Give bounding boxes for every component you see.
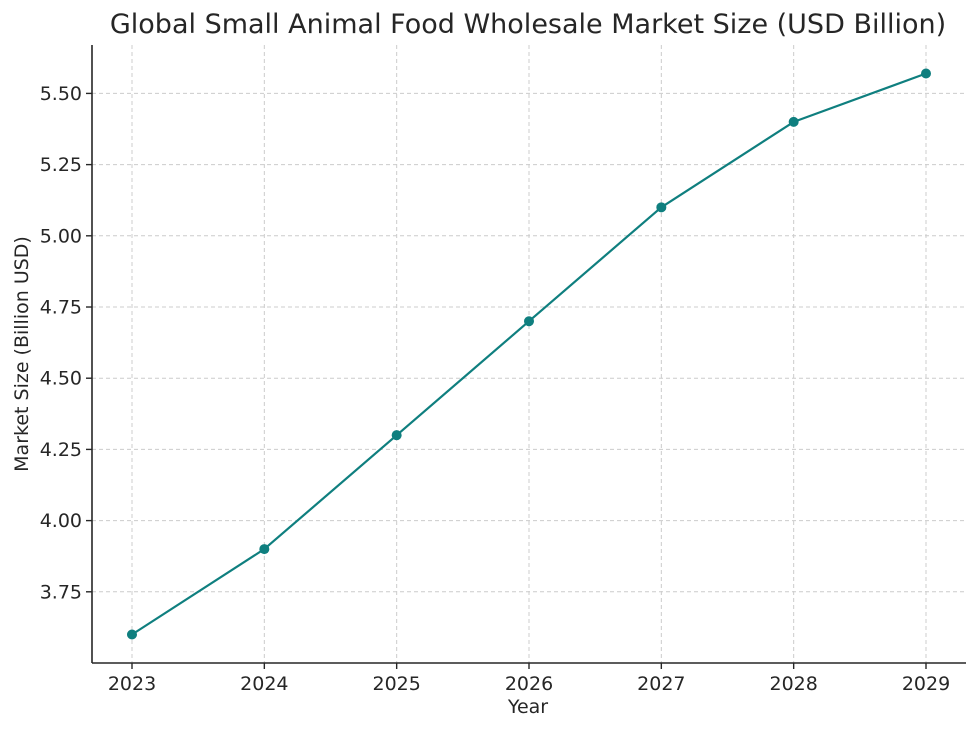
grid-lines xyxy=(92,45,966,663)
y-tick-label: 4.50 xyxy=(40,368,82,390)
x-tick-label: 2026 xyxy=(505,673,553,695)
y-tick-label: 3.75 xyxy=(40,581,82,603)
x-tick-label: 2029 xyxy=(902,673,950,695)
x-tick-label: 2023 xyxy=(108,673,156,695)
x-axis-label: Year xyxy=(507,696,548,718)
y-tick-label: 5.50 xyxy=(40,83,82,105)
y-axis-label: Market Size (Billion USD) xyxy=(11,236,33,472)
data-point xyxy=(921,68,931,79)
x-tick-label: 2027 xyxy=(637,673,685,695)
data-point xyxy=(259,544,270,555)
y-tick-label: 5.00 xyxy=(40,225,82,247)
y-tick-label: 5.25 xyxy=(40,154,82,176)
data-point xyxy=(524,316,534,327)
y-tick-label: 4.00 xyxy=(40,510,82,532)
y-tick-label: 4.75 xyxy=(40,297,82,319)
x-tick-label: 2028 xyxy=(769,673,817,695)
x-tick-label: 2025 xyxy=(372,673,420,695)
chart-title: Global Small Animal Food Wholesale Marke… xyxy=(110,9,946,40)
data-point xyxy=(127,629,137,640)
x-tick-label: 2024 xyxy=(240,673,288,695)
data-series xyxy=(127,68,931,640)
data-point xyxy=(656,202,667,213)
data-point xyxy=(391,430,402,441)
y-axis-ticks: 3.75 4.00 4.25 4.50 4.75 5.00 5.25 5.50 xyxy=(40,83,92,603)
data-point xyxy=(788,116,799,127)
y-tick-label: 4.25 xyxy=(40,439,82,461)
x-axis-ticks: 2023 2024 2025 2026 2027 2028 2029 xyxy=(108,663,950,695)
